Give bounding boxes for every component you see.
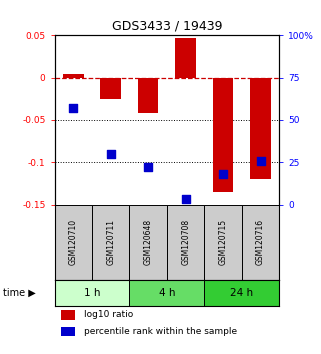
Bar <box>55 205 92 280</box>
Bar <box>61 310 75 320</box>
Bar <box>250 78 271 179</box>
Bar <box>167 205 204 280</box>
Point <box>221 171 226 177</box>
Point <box>258 158 263 164</box>
Text: time ▶: time ▶ <box>3 288 36 298</box>
Text: 24 h: 24 h <box>230 288 253 298</box>
Text: 1 h: 1 h <box>84 288 100 298</box>
Point <box>183 196 188 202</box>
Bar <box>138 78 159 113</box>
Bar <box>55 280 129 306</box>
Bar <box>129 205 167 280</box>
Bar <box>242 205 279 280</box>
Bar <box>63 74 83 78</box>
Bar <box>129 280 204 306</box>
Text: GSM120715: GSM120715 <box>219 219 228 265</box>
Bar <box>204 280 279 306</box>
Text: GSM120648: GSM120648 <box>144 219 153 265</box>
Text: 4 h: 4 h <box>159 288 175 298</box>
Text: GSM120711: GSM120711 <box>106 219 115 265</box>
Text: log10 ratio: log10 ratio <box>84 310 133 319</box>
Point <box>146 165 151 170</box>
Bar <box>92 205 129 280</box>
Bar <box>213 78 233 192</box>
Bar <box>204 205 242 280</box>
Text: GSM120708: GSM120708 <box>181 219 190 265</box>
Point <box>108 151 113 156</box>
Bar <box>100 78 121 99</box>
Title: GDS3433 / 19439: GDS3433 / 19439 <box>112 20 222 33</box>
Text: GSM120710: GSM120710 <box>69 219 78 265</box>
Point <box>71 105 76 111</box>
Bar <box>61 327 75 336</box>
Text: percentile rank within the sample: percentile rank within the sample <box>84 327 237 336</box>
Bar <box>175 38 196 78</box>
Text: GSM120716: GSM120716 <box>256 219 265 265</box>
